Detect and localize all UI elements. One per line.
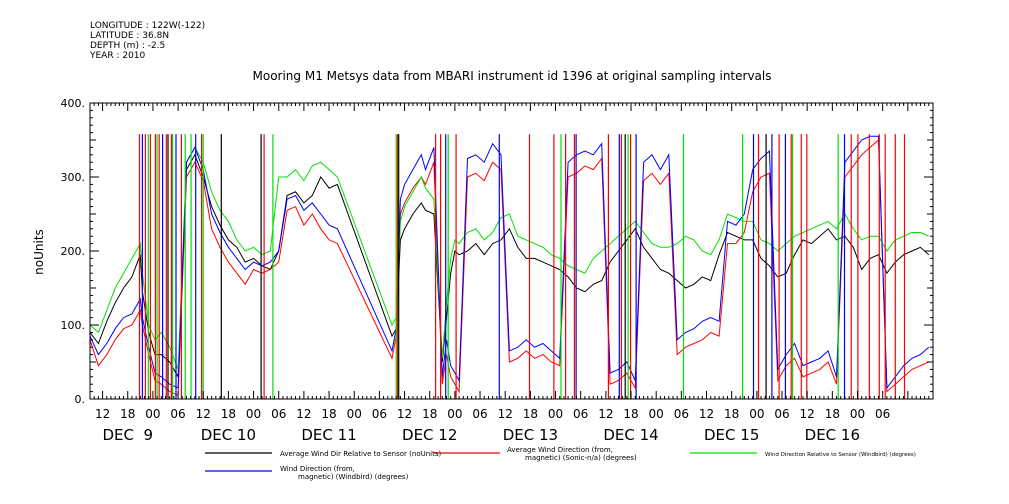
x-hour-tick-label: 12: [296, 407, 311, 421]
chart-title: Mooring M1 Metsys data from MBARI instru…: [253, 69, 772, 83]
x-day-label: DEC 9: [102, 426, 153, 444]
latitude-label: LATITUDE : 36.8N: [90, 31, 170, 41]
x-day-label: DEC 10: [201, 426, 256, 444]
x-hour-tick-label: 06: [170, 407, 185, 421]
x-hour-tick-label: 12: [498, 407, 513, 421]
legend-label-4: Wind Direction (from, magnetic) (Windbird…: [280, 465, 409, 481]
x-hour-tick-label: 12: [95, 407, 110, 421]
x-day-label: DEC 14: [603, 426, 658, 444]
x-hour-tick-label: 00: [850, 407, 865, 421]
x-hour-tick-label: 00: [649, 407, 664, 421]
year-label: YEAR : 2010: [90, 51, 146, 61]
legend-label-3: Wind Direction Relative to Sensor (Windb…: [765, 452, 916, 458]
y-tick-label: 0.: [75, 393, 86, 406]
depth-label: DEPTH (m) : -2.5: [90, 41, 166, 51]
series-line-3: [89, 146, 930, 370]
axes: 0. 100. 200. 300. 400. 12 18 00 06 12 18 00 06 12 18 00…: [61, 97, 934, 444]
x-hour-tick-label: 18: [825, 407, 840, 421]
x-hour-tick-label: 06: [372, 407, 387, 421]
header-metadata: LONGITUDE : 122W(-122) LATITUDE : 36.8N …: [90, 21, 205, 61]
x-hour-tick-label: 12: [800, 407, 815, 421]
longitude-label: LONGITUDE : 122W(-122): [90, 21, 206, 31]
x-day-label: DEC 11: [301, 426, 356, 444]
x-hour-tick-label: 06: [774, 407, 789, 421]
x-hour-tick-label: 12: [397, 407, 412, 421]
x-hour-tick-label: 18: [724, 407, 739, 421]
series-line-1: [89, 153, 930, 379]
legend-label-1: Average Wind Dir Relative to Sensor (noU…: [280, 450, 441, 458]
legend: Average Wind Dir Relative to Sensor (noU…: [205, 446, 916, 481]
x-hour-tick-label: 18: [321, 407, 336, 421]
y-tick-label: 200.: [61, 245, 86, 258]
series-line-4: [89, 135, 930, 390]
y-tick-label: 300.: [61, 171, 86, 184]
x-hour-tick-label: 00: [246, 407, 261, 421]
x-hour-tick-label: 00: [749, 407, 764, 421]
x-day-label: DEC 13: [503, 426, 558, 444]
x-hour-tick-label: 06: [472, 407, 487, 421]
x-hour-tick-label: 18: [422, 407, 437, 421]
y-tick-label: 100.: [61, 319, 86, 332]
y-axis-label: noUnits: [32, 229, 46, 275]
x-hour-tick-label: 00: [145, 407, 160, 421]
x-hour-tick-label: 06: [573, 407, 588, 421]
x-hour-tick-label: 06: [674, 407, 689, 421]
x-hour-tick-label: 18: [221, 407, 236, 421]
x-day-label: DEC 15: [704, 426, 759, 444]
x-hour-tick-label: 12: [196, 407, 211, 421]
x-hour-tick-label: 12: [699, 407, 714, 421]
legend-label-2: Average Wind Direction (from, magnetic) (…: [507, 446, 637, 462]
y-tick-label: 400.: [61, 97, 86, 110]
x-hour-tick-label: 06: [875, 407, 890, 421]
x-hour-tick-label: 00: [548, 407, 563, 421]
series-line-2: [89, 138, 930, 397]
x-hour-tick-label: 00: [347, 407, 362, 421]
x-hour-tick-label: 18: [623, 407, 638, 421]
x-hour-tick-label: 06: [271, 407, 286, 421]
plot-area: [89, 134, 930, 399]
x-day-label: DEC 16: [805, 426, 860, 444]
x-day-label: DEC 12: [402, 426, 457, 444]
x-hour-tick-label: 18: [120, 407, 135, 421]
x-hour-tick-label: 18: [523, 407, 538, 421]
x-hour-tick-label: 00: [447, 407, 462, 421]
x-hour-tick-label: 12: [598, 407, 613, 421]
